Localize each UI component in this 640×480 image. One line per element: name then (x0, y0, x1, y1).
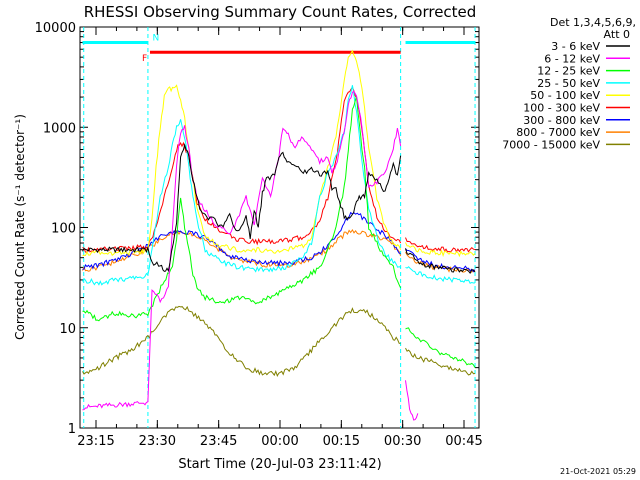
x-axis-label: Start Time (20-Jul-03 23:11:42) (178, 457, 381, 472)
series-line-after-gap-6-12-keV (405, 380, 419, 421)
series-lines (82, 49, 476, 421)
footer-timestamp: 21-Oct-2021 05:29 (560, 467, 636, 476)
series-line-50-100-keV (82, 49, 402, 257)
y-tick-label: 10000 (35, 21, 76, 36)
x-tick-label: 23:45 (200, 434, 237, 449)
x-tick-label: 23:15 (77, 434, 114, 449)
legend-entry-label: 6 - 12 keV (544, 52, 600, 65)
series-line-6-12-keV (82, 90, 402, 411)
series-line-7000-15000-keV (82, 305, 401, 378)
series-line-after-gap-100-300-keV (405, 237, 476, 253)
series-line-12-25-keV (82, 95, 402, 322)
y-tick-label: 100 (51, 222, 76, 237)
legend-entry-label: 800 - 7000 keV (516, 126, 600, 139)
series-line-after-gap-3-6-keV (405, 248, 476, 275)
flag-label-N: N (153, 34, 160, 44)
x-tick-label: 23:30 (139, 434, 176, 449)
legend-entry-label: 100 - 300 keV (523, 102, 600, 115)
x-tick-label: 00:45 (445, 434, 482, 449)
plot-frame (79, 26, 480, 429)
series-line-800-7000-keV (82, 228, 402, 272)
series-line-3-6-keV (82, 143, 402, 273)
series-line-after-gap-300-800-keV (405, 248, 476, 273)
flag-label-F: F (142, 54, 147, 64)
x-tick-label: 00:30 (384, 434, 421, 449)
legend-entry-label: 300 - 800 keV (523, 114, 600, 127)
y-tick-label: 1 (68, 422, 76, 437)
chart-title: RHESSI Observing Summary Count Rates, Co… (84, 3, 477, 21)
series-line-after-gap-25-50-keV (405, 266, 476, 284)
plot-area: 1 10 100 1000 10000 23:15 23:30 23:45 00:00 00:15… (35, 21, 483, 449)
legend-entry-label: 50 - 100 keV (530, 89, 600, 102)
y-axis-label: Corrected Count Rate (s⁻¹ detector⁻¹) (13, 114, 27, 340)
legend-entry-label: 7000 - 15000 keV (502, 138, 600, 151)
legend-entry-label: 12 - 25 keV (537, 65, 600, 78)
x-tick-label: 00:15 (323, 434, 360, 449)
legend-entry-label: 3 - 6 keV (551, 40, 600, 53)
x-tick-label: 00:00 (261, 434, 298, 449)
series-line-25-50-keV (82, 85, 401, 286)
series-line-100-300-keV (82, 86, 402, 253)
series-line-after-gap-50-100-keV (405, 242, 476, 258)
legend-header-line-2: Att 0 (604, 28, 630, 41)
y-tick-label: 10 (59, 322, 76, 337)
y-tick-label: 1000 (43, 121, 76, 136)
legend-entry-label: 25 - 50 keV (537, 77, 600, 90)
legend-header-line-1: Det 1,3,4,5,6,9, (550, 16, 636, 29)
series-line-after-gap-12-25-keV (405, 327, 476, 368)
series-line-after-gap-7000-15000-keV (405, 347, 476, 376)
